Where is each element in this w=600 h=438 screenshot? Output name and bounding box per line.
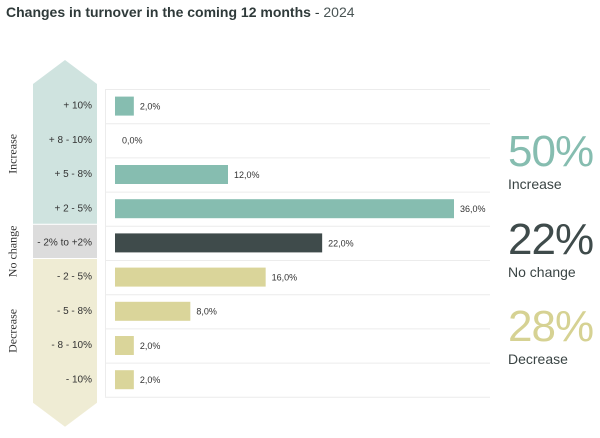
summary-decrease-label: Decrease [508, 351, 568, 367]
chart-title-main: Changes in turnover in the coming 12 mon… [6, 4, 311, 20]
summary-decrease: 28% Decrease [508, 302, 594, 368]
bar [115, 96, 134, 116]
category-label: - 10% [66, 374, 92, 385]
category-label: + 8 - 10% [49, 135, 92, 146]
value-label: 8,0% [196, 307, 217, 317]
decrease-band [33, 259, 97, 427]
group-label-decrease: Decrease [6, 309, 20, 353]
bar [115, 233, 323, 253]
bar [115, 199, 454, 219]
group-label-increase: Increase [6, 134, 20, 174]
summary-decrease-pct: 28% [508, 302, 594, 351]
chart-title: Changes in turnover in the coming 12 mon… [6, 4, 355, 20]
category-label: - 2% to +2% [37, 238, 92, 249]
bar [115, 165, 228, 184]
no-change-band [33, 224, 97, 258]
bar [115, 301, 191, 321]
value-label: 16,0% [272, 272, 298, 282]
category-label: - 5 - 8% [57, 306, 92, 317]
value-label: 36,0% [460, 204, 486, 214]
chart-title-separator: - [310, 4, 324, 20]
summary-no-change: 22% No change [508, 215, 594, 281]
summary-increase-pct: 50% [508, 127, 594, 176]
summary-increase: 50% Increase [508, 127, 594, 193]
summary-no-change-label: No change [508, 264, 576, 280]
value-label: 2,0% [140, 101, 161, 111]
value-label: 12,0% [234, 170, 260, 180]
increase-band [33, 60, 97, 224]
category-label: - 2 - 5% [57, 272, 92, 283]
value-label: 2,0% [140, 341, 161, 351]
value-label: 0,0% [122, 136, 143, 146]
value-label: 2,0% [140, 375, 161, 385]
category-label: - 8 - 10% [51, 340, 92, 351]
category-label: + 2 - 5% [54, 203, 92, 214]
summary-increase-label: Increase [508, 176, 562, 192]
summary-no-change-pct: 22% [508, 215, 594, 264]
category-label: + 10% [63, 101, 92, 112]
bar [115, 370, 134, 390]
value-label: 22,0% [328, 238, 354, 248]
bar [115, 267, 266, 287]
category-label: + 5 - 8% [54, 169, 92, 180]
chart-title-year: 2024 [323, 4, 355, 20]
bar [115, 336, 134, 355]
group-label-no-change: No change [6, 226, 20, 278]
